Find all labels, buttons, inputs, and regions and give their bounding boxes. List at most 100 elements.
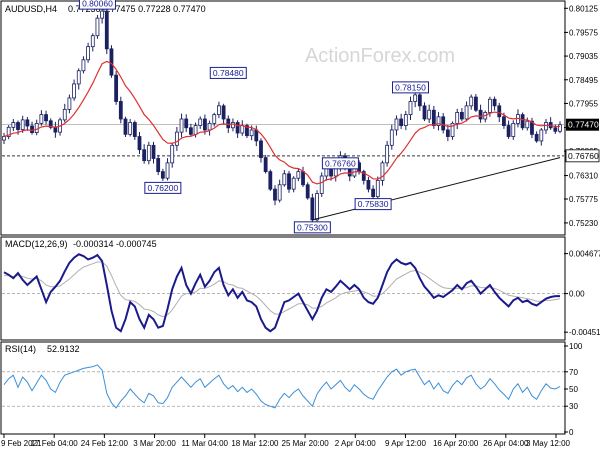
candle-body xyxy=(296,171,301,179)
candle-body xyxy=(90,35,95,48)
candle-body xyxy=(488,98,492,113)
candle-body xyxy=(160,171,165,179)
rsi-tick-label: 0 xyxy=(569,428,574,437)
price-plot: 0.80060 0.76200 0.78480 0.75300 0.76760 0.758… xyxy=(2,0,564,234)
candle-body xyxy=(198,118,203,126)
candle-body xyxy=(319,175,324,194)
candle-body xyxy=(30,125,34,133)
candle-body xyxy=(534,133,539,142)
macd-tick-label: 0.004677 xyxy=(569,250,600,259)
swing-label-text: 0.78480 xyxy=(213,68,244,78)
candle-body xyxy=(436,116,441,126)
candle-body xyxy=(81,59,86,72)
candle-body xyxy=(207,122,212,131)
candle-body xyxy=(441,116,446,131)
candle-body xyxy=(417,94,422,107)
candle-body xyxy=(310,197,315,221)
candle-body xyxy=(385,144,390,164)
candle-body xyxy=(371,188,376,198)
price-header-ohlc: 0.77236 0.77475 0.77228 0.77470 xyxy=(68,4,206,14)
swing-label-box xyxy=(78,0,116,10)
macd-macd-line xyxy=(3,253,560,333)
x-tick-label: 17 Feb 04:00 xyxy=(31,439,79,448)
candle-body xyxy=(34,122,39,133)
last-price-box xyxy=(566,118,599,131)
candle-body xyxy=(459,112,464,120)
swing-label-text: 0.80060 xyxy=(82,0,113,9)
rsi-tick-label: 70 xyxy=(569,368,578,377)
candle-body xyxy=(118,101,123,120)
candle-body xyxy=(530,120,534,135)
candle-body xyxy=(16,122,20,130)
candle-body xyxy=(469,96,474,107)
candle-body xyxy=(151,144,156,159)
x-tick-label: 9 Apr 12:00 xyxy=(385,439,426,448)
rsi-tick-label: 100 xyxy=(569,342,583,351)
price-tick-label: 0.75775 xyxy=(569,195,598,204)
rsi-tick-label: 30 xyxy=(569,402,578,411)
candle-body xyxy=(464,105,469,120)
candle-body xyxy=(520,114,525,129)
candle-body xyxy=(104,10,109,50)
candle-body xyxy=(431,109,436,126)
candle-body xyxy=(497,105,502,118)
price-tick-label: 0.80125 xyxy=(569,4,598,13)
macd-panel: MACD(12,26,9) -0.000314 -0.000745 0.0046… xyxy=(0,236,600,341)
candle-body xyxy=(380,162,385,181)
candle-body xyxy=(132,122,137,137)
price-tick-label: 0.79575 xyxy=(569,28,598,37)
candle-body xyxy=(408,101,413,116)
candle-body xyxy=(539,129,544,142)
candle-body xyxy=(375,179,380,198)
candle-body xyxy=(20,119,25,130)
candle-body xyxy=(506,125,511,137)
candle-body xyxy=(184,118,189,129)
candle-body xyxy=(2,136,6,141)
candle-body xyxy=(502,116,506,126)
candle-body xyxy=(268,171,273,190)
rsi-y-axis: 100 70 50 30 0 xyxy=(564,342,583,437)
candle-body xyxy=(245,125,249,137)
x-tick-label: 3 May 12:00 xyxy=(526,439,571,448)
macd-plot-frame xyxy=(0,236,566,341)
macd-tick-label: -0.004519 xyxy=(569,328,600,337)
candle-body xyxy=(146,144,151,162)
candle-body xyxy=(217,105,221,116)
watermark: ActionForex.com xyxy=(305,45,455,67)
candle-body xyxy=(366,179,371,190)
moving-average-line xyxy=(3,60,561,185)
candle-body xyxy=(478,109,483,120)
rsi-line xyxy=(3,364,561,409)
swing-label-box xyxy=(391,81,429,94)
candle-body xyxy=(249,129,254,137)
swing-label-box xyxy=(354,198,392,211)
candle-body xyxy=(403,114,408,126)
candle-body xyxy=(109,48,114,76)
price-tick-label: 0.75230 xyxy=(569,219,598,228)
rising-trendline xyxy=(312,157,561,221)
candle-body xyxy=(291,177,296,190)
x-tick-label: 25 Mar 20:00 xyxy=(282,439,330,448)
candle-body xyxy=(86,46,91,61)
candle-body xyxy=(67,97,72,110)
candle-body xyxy=(39,114,44,124)
x-tick-label: 16 Apr 20:00 xyxy=(433,439,479,448)
candle-body xyxy=(95,17,100,37)
candle-body xyxy=(170,144,175,164)
candle-body xyxy=(544,122,548,131)
price-plot-frame xyxy=(0,0,566,236)
candle-body xyxy=(156,158,161,173)
candle-body xyxy=(25,119,30,127)
candle-body xyxy=(553,127,558,132)
macd-signal-line xyxy=(4,261,561,318)
candle-body xyxy=(188,127,193,135)
candle-body xyxy=(394,118,399,131)
candle-body xyxy=(282,173,287,186)
x-tick-label: 18 Mar 12:00 xyxy=(231,439,279,448)
rsi-header-name: RSI(14) xyxy=(5,344,36,354)
candle-body xyxy=(305,184,310,199)
candle-body xyxy=(48,120,53,128)
x-tick-label: 9 Feb 2021 xyxy=(1,439,42,448)
candle-body xyxy=(450,122,455,137)
